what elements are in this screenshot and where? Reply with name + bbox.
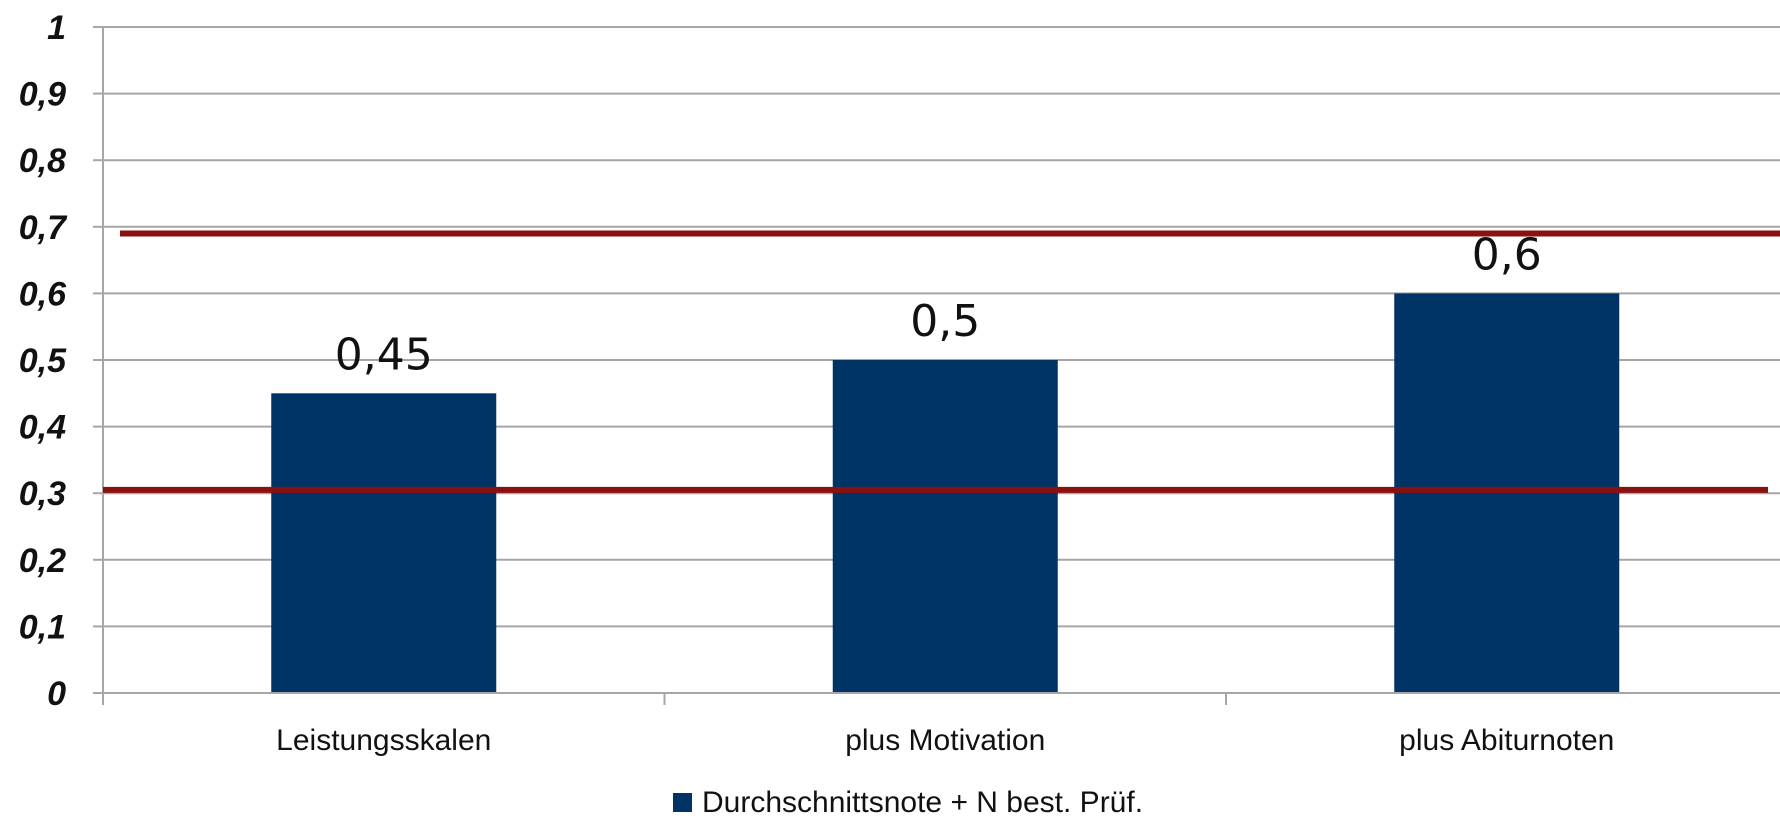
y-tick-label: 0,7 (19, 209, 68, 247)
x-tick-label: Leistungsskalen (276, 724, 491, 757)
y-tick-label: 0,4 (19, 409, 66, 447)
bars (271, 293, 1620, 693)
legend: Durchschnittsnote + N best. Prüf. (673, 786, 1143, 819)
data-label: 0,5 (910, 296, 980, 347)
x-tick-label: plus Motivation (845, 724, 1045, 757)
y-tick-label: 0,8 (19, 142, 66, 180)
y-tick-label: 0,9 (19, 76, 66, 114)
y-tick-label: 0,5 (19, 342, 67, 380)
bar (832, 360, 1058, 693)
data-label: 0,45 (335, 329, 433, 380)
bar (1394, 293, 1620, 693)
data-labels: 0,45 0,5 0,6 (335, 229, 1542, 380)
legend-swatch (673, 793, 692, 812)
y-tick-label: 1 (47, 9, 66, 47)
axes: 0 0,1 0,2 0,3 0,4 0,5 0,6 0,7 0,8 0,9 1 Leistungssk… (19, 9, 1780, 757)
data-label: 0,6 (1472, 229, 1542, 280)
y-tick-label: 0,2 (19, 542, 66, 580)
x-tick-label: plus Abiturnoten (1399, 724, 1614, 757)
y-tick-label: 0,6 (19, 275, 67, 313)
bar (271, 393, 497, 693)
legend-label: Durchschnittsnote + N best. Prüf. (702, 786, 1143, 819)
y-tick-label: 0 (47, 675, 66, 713)
reference-lines (103, 230, 1780, 493)
y-tick-label: 0,3 (19, 475, 66, 513)
y-tick-label: 0,1 (19, 608, 66, 646)
